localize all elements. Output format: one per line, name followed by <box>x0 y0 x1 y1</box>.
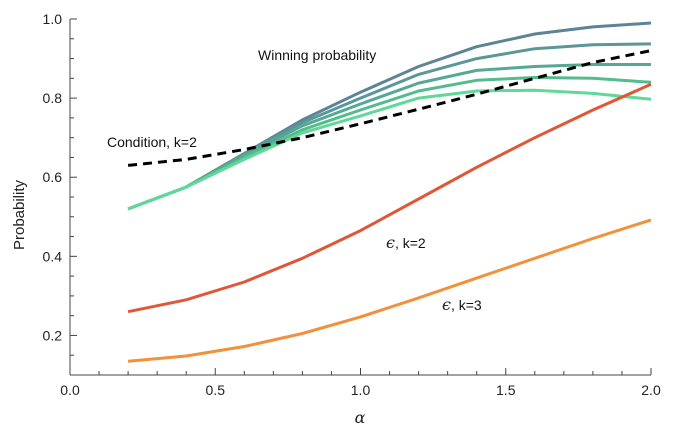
series-line-winning-3 <box>127 76 652 211</box>
x-tick-label: 1.5 <box>496 382 516 398</box>
y-tick-label: 0.6 <box>43 169 63 185</box>
annotation-winning-probability: Winning probability <box>258 47 376 63</box>
epsilon-symbol-k3: ϵ <box>442 295 451 314</box>
series-layer <box>127 21 652 363</box>
series-line-epsilon_k2-6 <box>127 82 652 314</box>
x-tick-label: 2.0 <box>641 382 661 398</box>
annotation-epsilon-k2: ϵ, k=2 <box>386 233 426 252</box>
labels: Probability α Winning probability Condit… <box>11 47 482 427</box>
series-line-epsilon_k3-7 <box>127 218 652 363</box>
epsilon-text-k2: , k=2 <box>395 235 426 251</box>
y-tick-label: 0.2 <box>43 327 63 343</box>
y-tick-label: 0.4 <box>43 248 63 264</box>
y-tick-label: 1.0 <box>43 11 63 27</box>
annotation-condition-k2: Condition, k=2 <box>107 134 197 150</box>
x-tick-label: 0.0 <box>60 382 80 398</box>
x-tick-label: 1.0 <box>351 382 371 398</box>
x-tick-label: 0.5 <box>206 382 226 398</box>
y-tick-label: 0.8 <box>43 90 63 106</box>
x-axis-title: α <box>355 408 366 427</box>
epsilon-text-k3: , k=3 <box>451 297 482 313</box>
series-line-winning-0 <box>127 21 652 211</box>
axes: 0.0 0.5 1.0 1.5 2.0 0.2 0.4 0.6 0.8 1.0 <box>43 11 661 398</box>
annotation-epsilon-k3: ϵ, k=3 <box>442 295 482 314</box>
y-axis-title: Probability <box>11 179 28 250</box>
series-line-winning-4 <box>127 88 652 211</box>
epsilon-symbol-k2: ϵ <box>386 233 395 252</box>
